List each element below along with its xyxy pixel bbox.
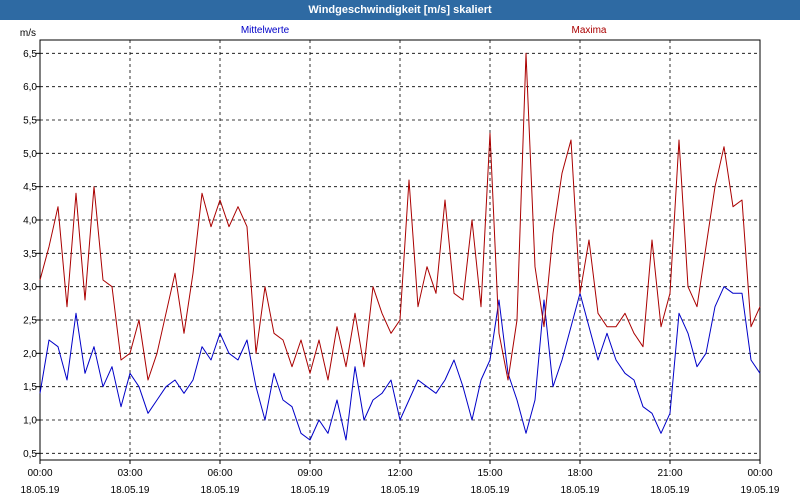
- series-line-mittelwerte: [39, 286, 761, 441]
- y-tick-label: 2,5: [23, 316, 37, 327]
- x-tick-label-date: 18.05.19: [381, 485, 420, 496]
- y-tick-label: 1,0: [23, 416, 37, 427]
- x-tick-label-time: 09:00: [297, 468, 322, 479]
- x-tick-label-date: 18.05.19: [21, 485, 60, 496]
- series-line-maxima: [39, 52, 761, 381]
- y-tick-label: 1,5: [23, 382, 37, 393]
- y-tick-label: 0,5: [23, 449, 37, 460]
- y-tick-label: 2,0: [23, 349, 37, 360]
- x-tick-label-time: 18:00: [567, 468, 592, 479]
- legend-entry-maxima: Maxima: [571, 25, 606, 36]
- window-title: Windgeschwindigkeit [m/s] skaliert: [0, 0, 800, 20]
- y-tick-label: 5,5: [23, 116, 37, 127]
- y-tick-label: 6,5: [23, 49, 37, 60]
- x-tick-label-date: 18.05.19: [291, 485, 330, 496]
- x-tick-label-date: 18.05.19: [201, 485, 240, 496]
- x-tick-label-date: 18.05.19: [471, 485, 510, 496]
- x-tick-label-time: 00:00: [747, 468, 772, 479]
- y-tick-label: 3,5: [23, 249, 37, 260]
- x-tick-label-time: 06:00: [207, 468, 232, 479]
- x-tick-label-date: 18.05.19: [111, 485, 150, 496]
- x-tick-label-time: 03:00: [117, 468, 142, 479]
- x-tick-label-time: 12:00: [387, 468, 412, 479]
- x-tick-label-date: 18.05.19: [651, 485, 690, 496]
- y-axis-label: m/s: [20, 28, 36, 39]
- legend-entry-mittelwerte: Mittelwerte: [241, 25, 290, 36]
- x-tick-label-date: 19.05.19: [741, 485, 780, 496]
- x-tick-label-time: 15:00: [477, 468, 502, 479]
- y-tick-label: 6,0: [23, 82, 37, 93]
- y-tick-label: 4,0: [23, 216, 37, 227]
- y-tick-label: 4,5: [23, 182, 37, 193]
- y-tick-label: 3,0: [23, 282, 37, 293]
- x-tick-label-time: 21:00: [657, 468, 682, 479]
- x-tick-label-time: 00:00: [27, 468, 52, 479]
- y-tick-label: 5,0: [23, 149, 37, 160]
- wind-speed-chart: 0,5 1,0 1,5 2,0 2,5 3,0 3,5 4,0 4,5 5,0 5,5 6,0 6,5 0…: [20, 25, 780, 496]
- x-tick-label-date: 18.05.19: [561, 485, 600, 496]
